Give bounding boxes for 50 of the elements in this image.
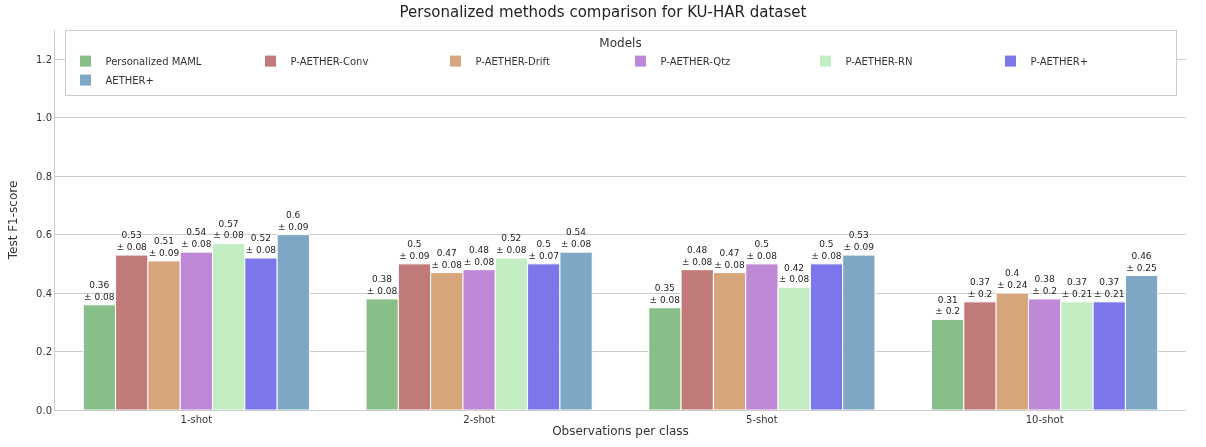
x-tick-label: 10-shot xyxy=(1025,414,1064,425)
x-axis-title: Observations per class xyxy=(552,423,689,438)
data-label: 0.38 ± 0.08 xyxy=(366,274,398,296)
data-label: 0.5 ± 0.09 xyxy=(399,239,430,261)
data-label: 0.5 ± 0.08 xyxy=(746,239,778,261)
data-label: 0.31 ± 0.2 xyxy=(935,294,961,317)
data-label: 0.37 ± 0.21 xyxy=(1061,277,1093,299)
legend-label: P-AETHER+ xyxy=(1030,56,1089,67)
legend-title: Models xyxy=(599,35,642,50)
legend-label: P-AETHER-Conv xyxy=(290,56,369,67)
legend-label: P-AETHER-Qtz xyxy=(660,56,731,67)
data-label: 0.53 ± 0.08 xyxy=(116,230,148,253)
data-label: 0.47 ± 0.08 xyxy=(431,247,463,270)
data-label: 0.42 ± 0.08 xyxy=(778,262,810,285)
data-label: 0.36 ± 0.08 xyxy=(84,280,115,302)
data-label: 0.5 ± 0.08 xyxy=(811,239,842,261)
data-label: 0.53 ± 0.09 xyxy=(843,230,875,253)
x-tick-label: 2-shot xyxy=(463,414,495,425)
chart-title: Personalized methods comparison for KU-HAR dataset xyxy=(399,3,807,22)
data-label: 0.48 ± 0.08 xyxy=(681,244,713,267)
data-label: 0.54 ± 0.08 xyxy=(560,227,592,250)
y-tick-label: 0.4 xyxy=(36,287,52,299)
data-label: 0.54 ± 0.08 xyxy=(181,227,212,250)
data-label: 0.37 ± 0.21 xyxy=(1094,277,1125,299)
data-label: 0.46 ± 0.25 xyxy=(1126,250,1157,273)
legend-label: P-AETHER-Drift xyxy=(475,56,550,67)
y-tick-label: 1.0 xyxy=(36,112,52,124)
data-label: 0.52 ± 0.08 xyxy=(496,233,527,255)
y-tick-label: 0.2 xyxy=(36,346,52,358)
data-label: 0.47 ± 0.08 xyxy=(714,247,745,270)
data-label: 0.4 ± 0.24 xyxy=(996,268,1028,291)
data-label: 0.57 ± 0.08 xyxy=(213,218,245,241)
x-tick-label: 1-shot xyxy=(180,414,213,425)
data-label: 0.6 ± 0.09 xyxy=(277,209,309,232)
legend-label: Personalized MAML xyxy=(105,56,202,67)
data-label: 0.5 ± 0.07 xyxy=(528,239,559,261)
legend-label: AETHER+ xyxy=(105,75,154,86)
data-label: 0.37 ± 0.2 xyxy=(967,277,993,299)
data-label: 0.38 ± 0.2 xyxy=(1032,274,1057,296)
y-tick-label: 0.8 xyxy=(36,170,52,182)
y-tick-label: 1.2 xyxy=(36,53,52,65)
y-tick-label: 0.6 xyxy=(36,229,52,241)
y-axis-title: Test F1-score xyxy=(6,180,21,261)
data-label: 0.48 ± 0.08 xyxy=(463,244,495,267)
data-label: 0.52 ± 0.08 xyxy=(245,233,277,255)
y-tick-label: 0.0 xyxy=(36,404,52,416)
data-label: 0.35 ± 0.08 xyxy=(649,282,681,305)
data-label: 0.51 ± 0.09 xyxy=(148,236,180,258)
legend-label: P-AETHER-RN xyxy=(845,56,913,67)
x-tick-label: 5-shot xyxy=(746,414,778,425)
